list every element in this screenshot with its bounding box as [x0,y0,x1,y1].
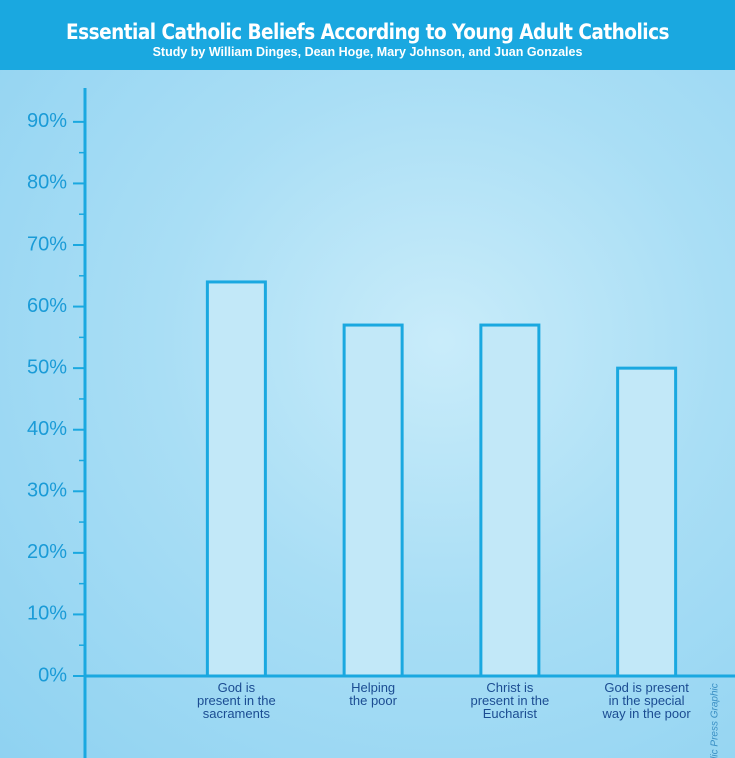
y-tick-label: 80% [27,172,67,194]
y-tick-label: 50% [27,356,67,378]
chart-title: Essential Catholic Beliefs According to … [66,20,669,44]
y-tick-label: 70% [27,233,67,255]
y-tick-label: 40% [27,418,67,440]
x-tick-label: God is present in the sacraments [196,680,276,721]
bar [616,366,678,678]
y-tick-label: 90% [27,110,67,132]
credit: Catholic Press Graphic [709,683,721,758]
y-tick-label: 10% [27,603,67,625]
bar [479,323,541,678]
bar [205,280,267,678]
y-tick-label: 60% [27,295,67,317]
title-bar: Essential Catholic Beliefs According to … [0,0,735,70]
x-tick-label: Christ is present in the Eucharist [470,680,550,721]
x-tick-label: God is present in the special way in the… [602,680,691,721]
y-tick-label: 20% [27,541,67,563]
y-tick-label: 30% [27,480,67,502]
y-tick-label: 0% [38,664,67,686]
chart-subtitle: Study by William Dinges, Dean Hoge, Mary… [152,45,583,59]
x-tick-label: Helping the poor [349,680,397,708]
bar [342,323,404,678]
